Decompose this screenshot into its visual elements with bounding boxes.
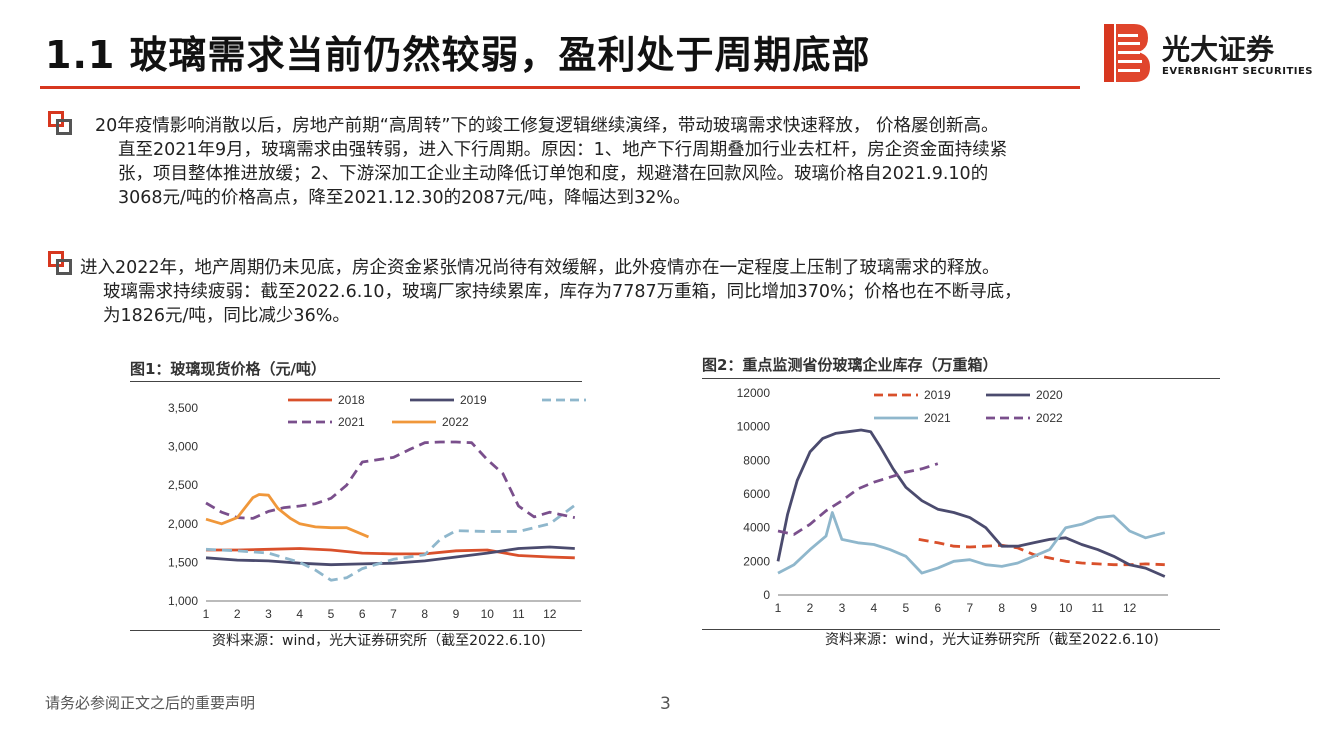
y-tick-label: 2000 (743, 554, 770, 568)
page-title: 1.1 玻璃需求当前仍然较弱，盈利处于周期底部 (45, 24, 871, 79)
x-tick-label: 8 (421, 607, 428, 621)
paragraph-line: 直至2021年9月，玻璃需求由强转弱，进入下行周期。原因：1、地产下行周期叠加行… (95, 138, 1007, 162)
legend-label-2022: 2022 (442, 415, 469, 429)
y-tick-label: 0 (763, 588, 770, 602)
x-tick-label: 6 (359, 607, 366, 621)
page-number: 3 (660, 694, 671, 714)
legend-label-2022: 2022 (1036, 411, 1063, 425)
paragraph-line: 张，项目整体推进放缓；2、下游深加工企业主动降低订单饱和度，规避潜在回款风险。玻… (95, 162, 1007, 186)
y-tick-label: 3,500 (168, 401, 198, 415)
x-tick-label: 11 (1091, 601, 1104, 615)
legend-label-2019: 2019 (924, 388, 951, 402)
series-line-2022 (206, 495, 369, 537)
x-tick-label: 10 (481, 607, 495, 621)
title-divider (40, 86, 1080, 89)
series-line-2020 (206, 505, 575, 580)
everbright-logo-icon (1100, 22, 1152, 84)
chart2-title-rule (702, 378, 1220, 379)
legend-label-2021: 2021 (338, 415, 365, 429)
paragraph-1: 20年疫情影响消散以后，房地产前期“高周转”下的竣工修复逻辑继续演绎，带动玻璃需… (95, 114, 1007, 210)
x-tick-label: 11 (512, 607, 525, 621)
x-tick-label: 1 (775, 601, 782, 615)
disclaimer-text: 请务必参阅正文之后的重要声明 (45, 692, 255, 713)
x-tick-label: 2 (234, 607, 241, 621)
chart1-source: 资料来源：wind，光大证券研究所（截至2022.6.10) (212, 630, 546, 650)
series-line-2022 (778, 464, 938, 535)
x-tick-label: 1 (203, 607, 210, 621)
y-tick-label: 4000 (743, 521, 770, 535)
x-tick-label: 7 (966, 601, 973, 615)
x-tick-label: 3 (839, 601, 846, 615)
chart2-source: 资料来源：wind，光大证券研究所（截至2022.6.10) (825, 629, 1159, 649)
x-tick-label: 5 (903, 601, 910, 615)
paragraph-line: 20年疫情影响消散以后，房地产前期“高周转”下的竣工修复逻辑继续演绎，带动玻璃需… (95, 114, 1007, 138)
x-tick-label: 12 (543, 607, 557, 621)
y-tick-label: 1,500 (168, 555, 198, 569)
legend-label-2020: 2020 (1036, 388, 1063, 402)
legend-label-2021: 2021 (924, 411, 951, 425)
paragraph-line: 进入2022年，地产周期仍未见底，房企资金紧张情况尚待有效缓解，此外疫情亦在一定… (80, 256, 1022, 280)
y-tick-label: 10000 (737, 420, 771, 434)
x-tick-label: 5 (328, 607, 335, 621)
paragraph-2: 进入2022年，地产周期仍未见底，房企资金紧张情况尚待有效缓解，此外疫情亦在一定… (80, 256, 1022, 328)
chart1-title: 图1：玻璃现货价格（元/吨） (130, 358, 326, 379)
x-tick-label: 4 (296, 607, 303, 621)
bullet-square-icon (48, 251, 72, 275)
x-tick-label: 3 (265, 607, 272, 621)
y-tick-label: 3,000 (168, 440, 198, 454)
y-tick-label: 12000 (737, 386, 771, 400)
x-tick-label: 4 (871, 601, 878, 615)
x-tick-label: 7 (390, 607, 397, 621)
logo-chinese-name: 光大证券 (1162, 28, 1274, 68)
y-tick-label: 1,000 (168, 594, 198, 608)
y-tick-label: 2,000 (168, 517, 198, 531)
y-tick-label: 8000 (743, 453, 770, 467)
y-tick-label: 2,500 (168, 478, 198, 492)
x-tick-label: 2 (807, 601, 814, 615)
x-tick-label: 8 (998, 601, 1005, 615)
paragraph-line: 3068元/吨的价格高点，降至2021.12.30的2087元/吨，降幅达到32… (95, 186, 1007, 210)
x-tick-label: 9 (453, 607, 460, 621)
x-tick-label: 12 (1123, 601, 1137, 615)
chart2-title: 图2：重点监测省份玻璃企业库存（万重箱） (702, 354, 997, 375)
legend-label-2018: 2018 (338, 393, 365, 407)
y-tick-label: 6000 (743, 487, 770, 501)
legend-label-2019: 2019 (460, 393, 487, 407)
paragraph-line: 为1826元/吨，同比减少36%。 (80, 304, 1022, 328)
bullet-square-icon (48, 111, 72, 135)
paragraph-line: 玻璃需求持续疲弱：截至2022.6.10，玻璃厂家持续累库，库存为7787万重箱… (80, 280, 1022, 304)
series-line-2021 (206, 442, 575, 518)
x-tick-label: 10 (1059, 601, 1073, 615)
x-tick-label: 9 (1030, 601, 1037, 615)
chart1-title-rule (130, 381, 582, 382)
series-line-2021 (778, 513, 1165, 574)
x-tick-label: 6 (934, 601, 941, 615)
logo-english-name: EVERBRIGHT SECURITIES (1162, 66, 1313, 77)
brand-logo: 光大证券 EVERBRIGHT SECURITIES (1100, 22, 1320, 84)
